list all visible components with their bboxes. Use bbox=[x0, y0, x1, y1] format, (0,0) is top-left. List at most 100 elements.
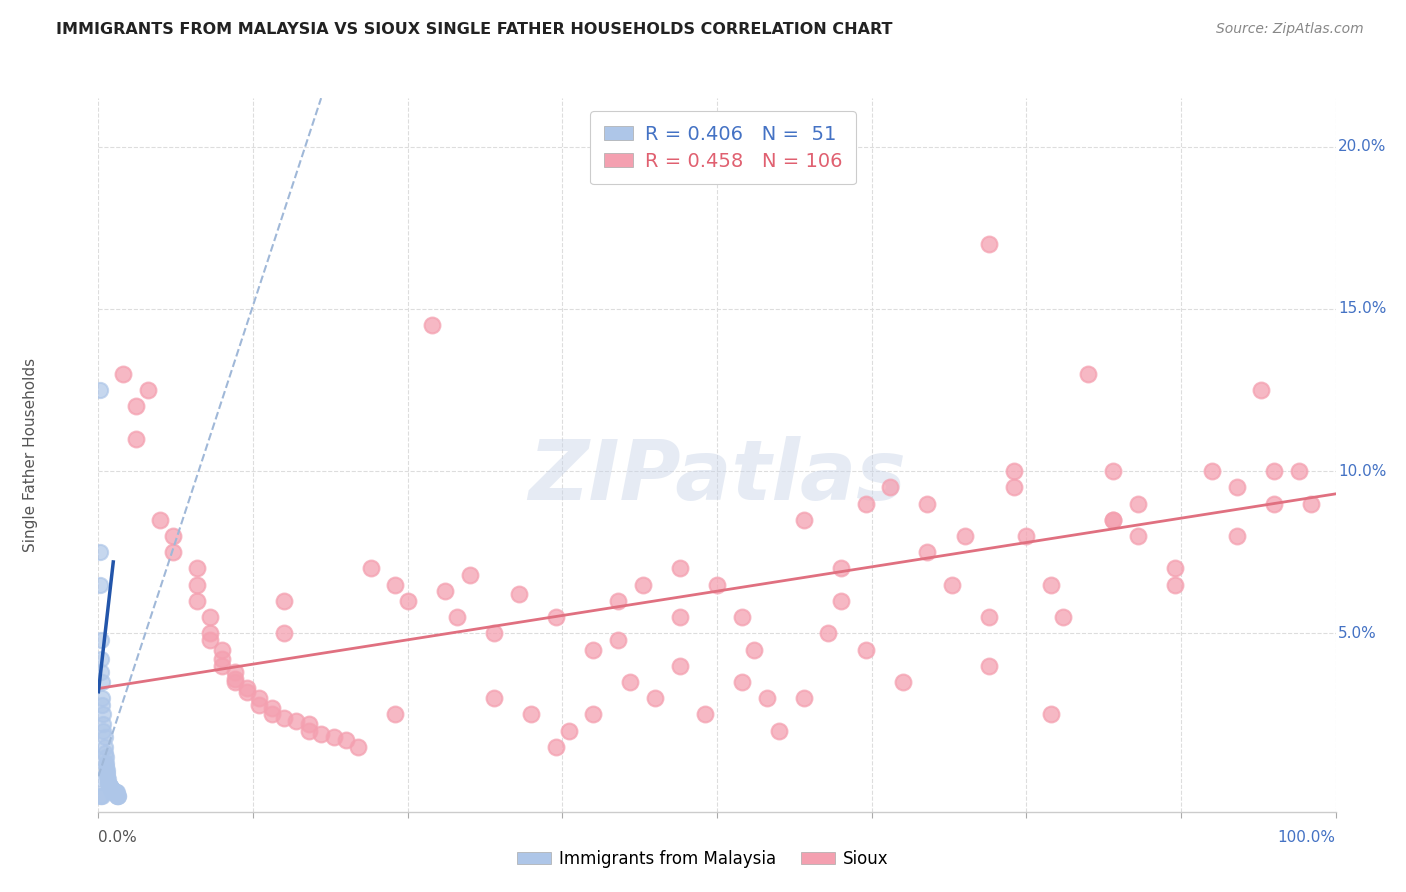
Point bbox=[91, 789, 114, 803]
Point bbox=[979, 610, 1001, 624]
Point bbox=[96, 765, 118, 780]
Point bbox=[520, 707, 543, 722]
Point bbox=[91, 691, 114, 706]
Point bbox=[93, 707, 115, 722]
Point bbox=[107, 789, 129, 803]
Point bbox=[631, 577, 654, 591]
Point bbox=[879, 480, 901, 494]
Point bbox=[104, 785, 127, 799]
Point bbox=[1288, 464, 1310, 478]
Point bbox=[186, 577, 208, 591]
Point bbox=[105, 789, 128, 803]
Point bbox=[273, 594, 295, 608]
Point bbox=[458, 568, 481, 582]
Point bbox=[93, 739, 115, 754]
Point bbox=[198, 632, 221, 647]
Point bbox=[669, 561, 692, 575]
Point bbox=[917, 545, 939, 559]
Legend: R = 0.406   N =  51, R = 0.458   N = 106: R = 0.406 N = 51, R = 0.458 N = 106 bbox=[591, 112, 856, 185]
Point bbox=[211, 642, 233, 657]
Point bbox=[706, 577, 728, 591]
Point bbox=[91, 698, 114, 712]
Point bbox=[260, 701, 283, 715]
Point bbox=[93, 723, 115, 738]
Point bbox=[1226, 480, 1249, 494]
Point bbox=[136, 383, 159, 397]
Point bbox=[433, 584, 456, 599]
Point bbox=[103, 785, 125, 799]
Text: Single Father Households: Single Father Households bbox=[22, 358, 38, 552]
Point bbox=[89, 577, 111, 591]
Point bbox=[979, 237, 1001, 252]
Point bbox=[693, 707, 716, 722]
Point bbox=[755, 691, 778, 706]
Text: Source: ZipAtlas.com: Source: ZipAtlas.com bbox=[1216, 22, 1364, 37]
Point bbox=[224, 675, 246, 690]
Point bbox=[112, 367, 135, 381]
Point bbox=[830, 594, 852, 608]
Point bbox=[96, 769, 118, 783]
Point bbox=[247, 698, 270, 712]
Point bbox=[979, 658, 1001, 673]
Point bbox=[107, 789, 129, 803]
Point bbox=[855, 642, 877, 657]
Point bbox=[101, 782, 124, 797]
Point bbox=[941, 577, 963, 591]
Point bbox=[91, 675, 114, 690]
Point bbox=[236, 684, 259, 698]
Point bbox=[93, 730, 115, 744]
Point bbox=[224, 672, 246, 686]
Text: 100.0%: 100.0% bbox=[1278, 830, 1336, 845]
Point bbox=[103, 785, 125, 799]
Point bbox=[1226, 529, 1249, 543]
Point bbox=[1126, 529, 1149, 543]
Point bbox=[953, 529, 976, 543]
Point bbox=[1201, 464, 1223, 478]
Point bbox=[90, 632, 112, 647]
Point bbox=[89, 772, 111, 787]
Point bbox=[669, 610, 692, 624]
Point bbox=[1040, 577, 1063, 591]
Point bbox=[93, 747, 115, 761]
Text: 10.0%: 10.0% bbox=[1339, 464, 1386, 479]
Point bbox=[103, 785, 125, 799]
Point bbox=[162, 529, 184, 543]
Point bbox=[94, 749, 117, 764]
Point bbox=[1263, 464, 1285, 478]
Point bbox=[100, 782, 122, 797]
Point bbox=[1164, 561, 1187, 575]
Point bbox=[98, 779, 121, 793]
Point bbox=[94, 759, 117, 773]
Point bbox=[557, 723, 579, 738]
Point bbox=[298, 723, 321, 738]
Point bbox=[855, 497, 877, 511]
Point bbox=[273, 711, 295, 725]
Point bbox=[211, 658, 233, 673]
Point bbox=[97, 775, 120, 789]
Point bbox=[582, 642, 605, 657]
Point bbox=[484, 626, 506, 640]
Point bbox=[260, 707, 283, 722]
Point bbox=[198, 626, 221, 640]
Point bbox=[546, 739, 568, 754]
Point bbox=[236, 681, 259, 696]
Point bbox=[103, 785, 125, 799]
Point bbox=[186, 594, 208, 608]
Point bbox=[607, 632, 630, 647]
Point bbox=[224, 665, 246, 680]
Point bbox=[335, 733, 357, 747]
Text: 5.0%: 5.0% bbox=[1339, 626, 1376, 640]
Point bbox=[101, 785, 124, 799]
Point bbox=[98, 779, 121, 793]
Point bbox=[149, 513, 172, 527]
Point bbox=[669, 658, 692, 673]
Point bbox=[1126, 497, 1149, 511]
Point bbox=[768, 723, 790, 738]
Point bbox=[731, 610, 754, 624]
Point bbox=[793, 691, 815, 706]
Text: 15.0%: 15.0% bbox=[1339, 301, 1386, 317]
Point bbox=[1015, 529, 1038, 543]
Point bbox=[1102, 513, 1125, 527]
Point bbox=[446, 610, 468, 624]
Point bbox=[309, 727, 332, 741]
